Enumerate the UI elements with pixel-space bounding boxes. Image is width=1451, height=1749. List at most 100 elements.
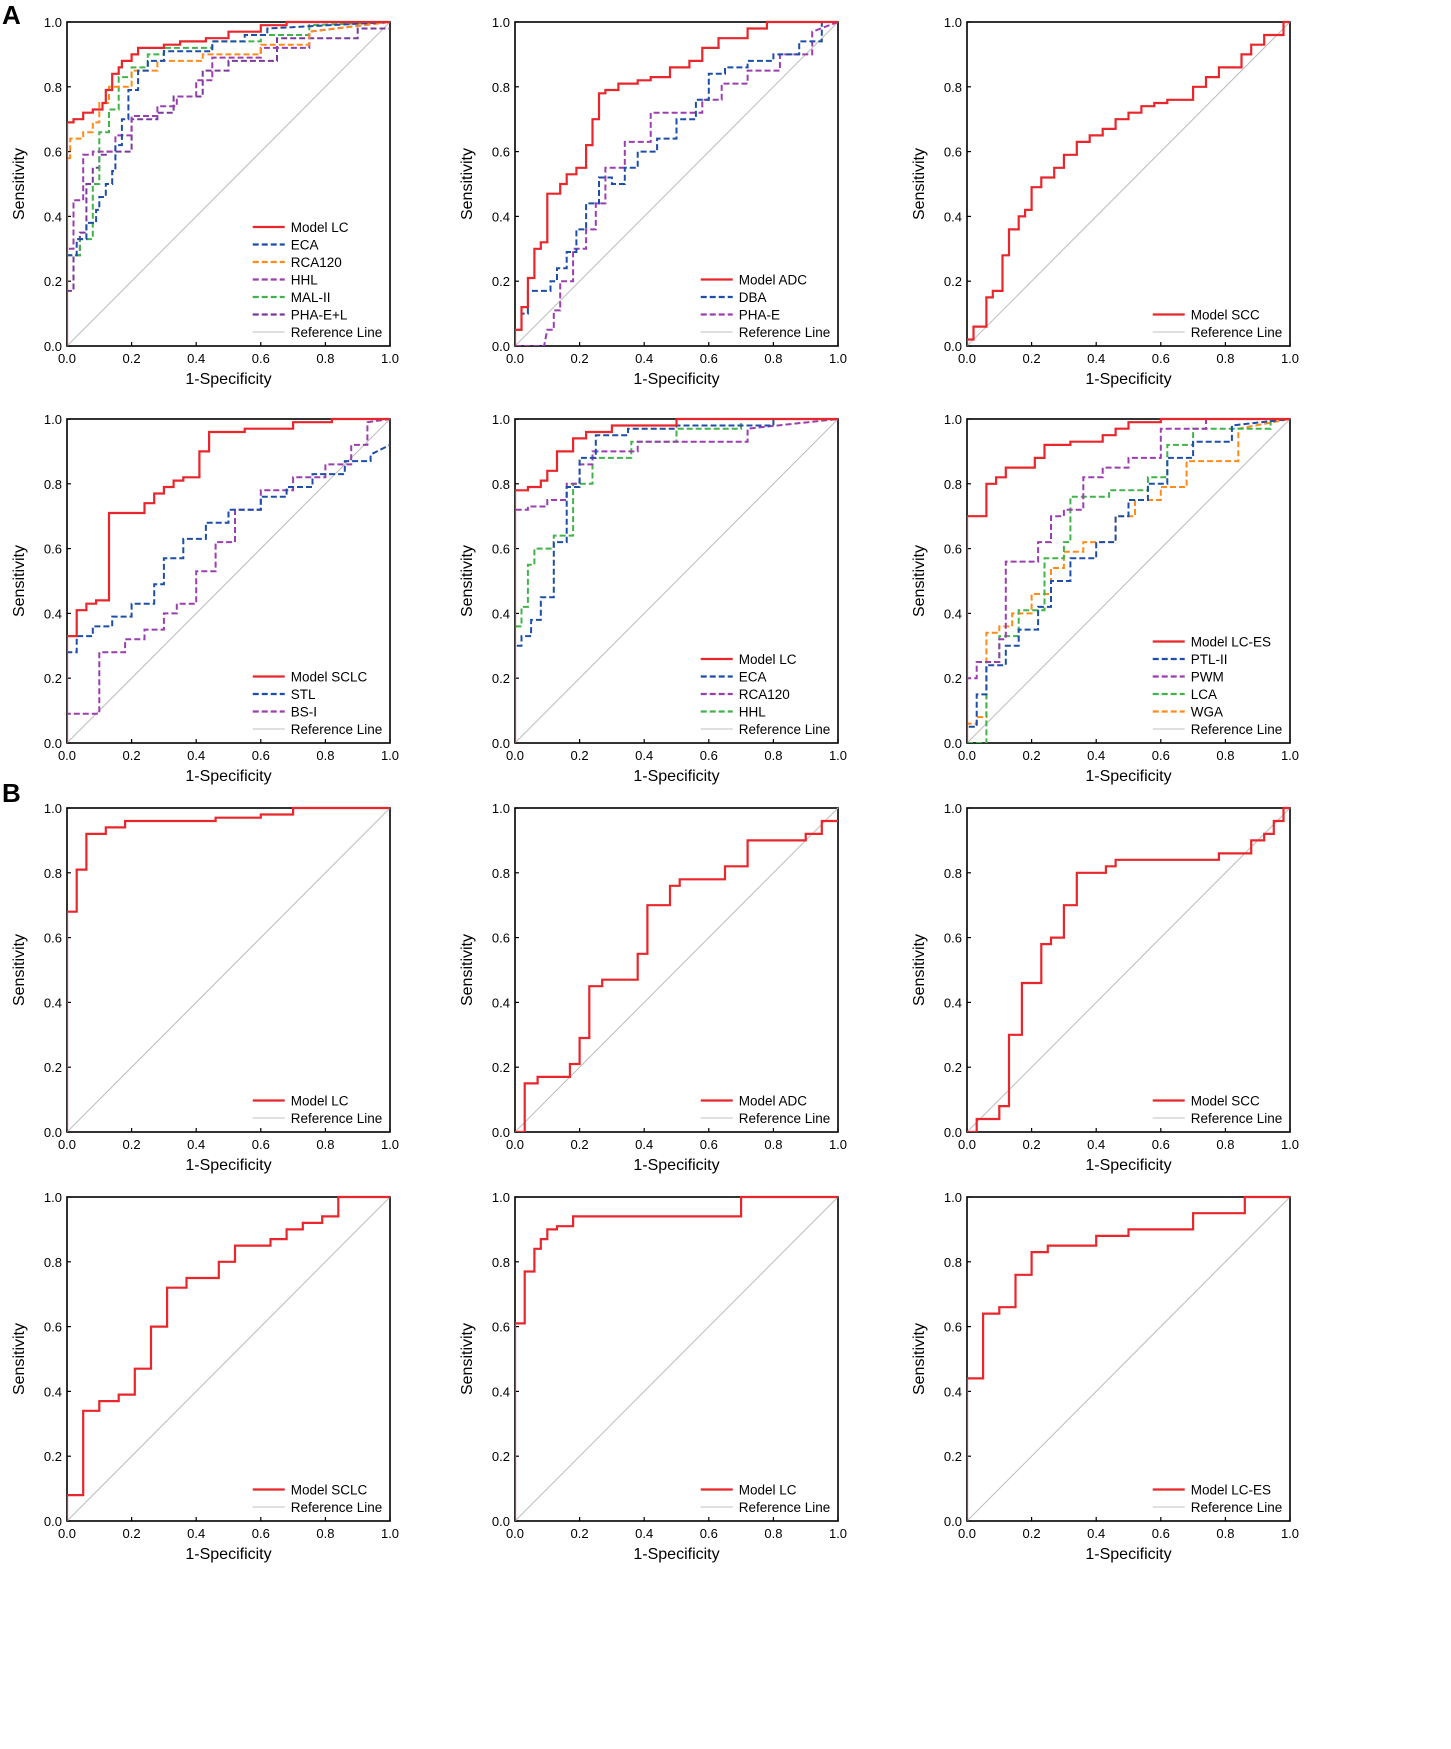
roc-panel-12: 0.00.0 0.2 0.2 0.4 0.4 0.6 0.6 0.8 0.8 1.0 1.0 1-Sp… xyxy=(911,1190,1299,1563)
x-tick-label: 0.2 xyxy=(571,1526,589,1541)
y-tick-label: 0.6 xyxy=(492,145,510,160)
y-tick-label: 1.0 xyxy=(492,412,510,427)
section-label-b: B xyxy=(2,778,21,808)
x-axis-title: 1-Specificity xyxy=(633,1157,719,1174)
x-tick-label: 0.6 xyxy=(700,351,718,366)
legend: Model SCC Reference Line xyxy=(1152,308,1282,340)
x-tick-label: 1.0 xyxy=(829,351,847,366)
legend-label: DBA xyxy=(739,290,767,305)
x-tick-label: 0.6 xyxy=(252,351,270,366)
legend: Model LC ECA RCA120 HHL MAL-II PHA-E+L Referen… xyxy=(252,220,382,340)
series-model-lc xyxy=(67,806,390,1132)
x-tick-label: 1.0 xyxy=(1281,351,1299,366)
y-tick-label: 0.4 xyxy=(944,209,962,224)
y-tick-label: 0.6 xyxy=(44,1320,62,1335)
x-tick-label: 0.0 xyxy=(506,351,524,366)
legend-label: Model LC xyxy=(291,1094,349,1109)
x-tick-label: 0.4 xyxy=(1087,748,1105,763)
series-model-lc xyxy=(515,1195,838,1521)
y-tick-label: 0.0 xyxy=(492,339,510,354)
y-axis-title: Sensitivity xyxy=(459,934,476,1006)
x-tick-label: 0.4 xyxy=(635,351,653,366)
y-tick-label: 0.4 xyxy=(44,209,62,224)
x-tick-label: 0.6 xyxy=(1152,1526,1170,1541)
series-reference-line xyxy=(515,418,839,743)
y-tick-label: 0.2 xyxy=(492,1449,510,1464)
series-model-scc xyxy=(967,806,1290,1132)
y-axis-title: Sensitivity xyxy=(459,1323,476,1395)
x-tick-label: 0.0 xyxy=(58,748,76,763)
series-bs-i xyxy=(67,418,391,743)
y-tick-label: 0.6 xyxy=(492,931,510,946)
series-wga xyxy=(967,418,1291,743)
legend-label: HHL xyxy=(291,273,318,288)
x-tick-label: 0.6 xyxy=(252,748,270,763)
legend-label: Reference Line xyxy=(739,1500,831,1515)
y-tick-label: 1.0 xyxy=(492,15,510,30)
y-axis-title: Sensitivity xyxy=(11,148,28,220)
y-tick-label: 1.0 xyxy=(944,801,962,816)
plot-frame xyxy=(966,807,1291,1133)
y-tick-label: 0.8 xyxy=(44,80,62,95)
x-tick-label: 0.4 xyxy=(635,1137,653,1152)
roc-panel-6: 0.00.0 0.2 0.2 0.4 0.4 0.6 0.6 0.8 0.8 1.0 1.0 1-Sp… xyxy=(911,412,1299,785)
y-axis-title: Sensitivity xyxy=(11,1323,28,1395)
y-tick-label: 0.4 xyxy=(944,1384,962,1399)
x-tick-label: 1.0 xyxy=(381,1137,399,1152)
series-layer xyxy=(967,1195,1291,1521)
x-axis-title: 1-Specificity xyxy=(1085,768,1171,785)
legend-label: HHL xyxy=(739,705,766,720)
legend-label: Reference Line xyxy=(291,722,383,737)
legend-label: Model LC-ES xyxy=(1191,1483,1271,1498)
y-axis-title: Sensitivity xyxy=(911,934,928,1006)
section-label-a: A xyxy=(2,0,21,30)
x-tick-label: 0.4 xyxy=(1087,1526,1105,1541)
x-axis-title: 1-Specificity xyxy=(1085,1546,1171,1563)
y-tick-label: 0.8 xyxy=(944,477,962,492)
roc-panel-11: 0.00.0 0.2 0.2 0.4 0.4 0.6 0.6 0.8 0.8 1.0 1.0 1-Sp… xyxy=(459,1190,847,1563)
x-tick-label: 1.0 xyxy=(829,1137,847,1152)
series-model-adc xyxy=(515,20,838,346)
x-tick-label: 0.2 xyxy=(1023,351,1041,366)
y-axis-title: Sensitivity xyxy=(11,934,28,1006)
y-tick-label: 0.4 xyxy=(492,209,510,224)
series-model-adc xyxy=(515,819,838,1132)
series-pha-e-l xyxy=(67,27,390,346)
x-tick-label: 0.2 xyxy=(571,1137,589,1152)
legend-label: Reference Line xyxy=(739,1111,831,1126)
x-tick-label: 0.0 xyxy=(958,748,976,763)
y-axis-title: Sensitivity xyxy=(911,148,928,220)
y-tick-label: 0.0 xyxy=(944,736,962,751)
series-stl xyxy=(67,444,391,743)
legend: Model LC ECA RCA120 HHL Reference Line xyxy=(700,652,831,737)
series-layer xyxy=(515,1195,839,1521)
roc-panel-7: 0.00.0 0.2 0.2 0.4 0.4 0.6 0.6 0.8 0.8 1.0 1.0 1-Sp… xyxy=(11,801,399,1174)
legend-label: MAL-II xyxy=(291,290,331,305)
x-tick-label: 0.6 xyxy=(252,1526,270,1541)
x-tick-label: 0.0 xyxy=(58,1137,76,1152)
x-axis-title: 1-Specificity xyxy=(633,371,719,388)
x-tick-label: 0.0 xyxy=(506,748,524,763)
legend-label: Reference Line xyxy=(739,722,831,737)
y-tick-label: 0.2 xyxy=(492,1060,510,1075)
x-tick-label: 0.6 xyxy=(1152,351,1170,366)
y-tick-label: 0.4 xyxy=(492,1384,510,1399)
roc-panel-3: 0.00.0 0.2 0.2 0.4 0.4 0.6 0.6 0.8 0.8 1.0 1.0 1-Sp… xyxy=(911,15,1299,388)
legend: Model ADC Reference Line xyxy=(700,1094,831,1126)
legend-label: Model SCLC xyxy=(291,670,368,685)
series-layer xyxy=(967,20,1291,346)
x-tick-label: 0.4 xyxy=(187,748,205,763)
series-reference-line xyxy=(967,807,1291,1132)
x-tick-label: 0.2 xyxy=(123,1526,141,1541)
x-axis-title: 1-Specificity xyxy=(185,768,271,785)
series-hhl xyxy=(515,418,838,743)
y-tick-label: 1.0 xyxy=(944,15,962,30)
series-model-scc xyxy=(967,20,1290,346)
legend-label: PTL-II xyxy=(1191,652,1228,667)
y-axis-title: Sensitivity xyxy=(911,545,928,617)
legend-label: Reference Line xyxy=(739,325,831,340)
y-tick-label: 1.0 xyxy=(44,15,62,30)
y-tick-label: 0.2 xyxy=(44,671,62,686)
y-tick-label: 0.2 xyxy=(44,1449,62,1464)
y-tick-label: 0.8 xyxy=(492,866,510,881)
